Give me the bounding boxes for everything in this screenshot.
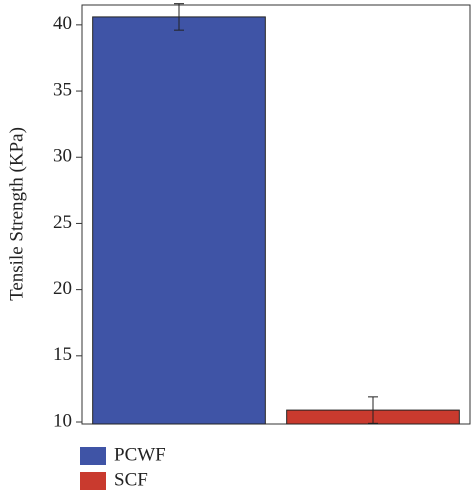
legend-label: PCWF (114, 444, 166, 465)
y-tick-label: 35 (53, 79, 72, 100)
bar (92, 16, 266, 425)
y-tick-label: 20 (53, 278, 72, 299)
y-tick-label: 40 (53, 13, 72, 34)
y-tick-label: 30 (53, 146, 72, 167)
y-tick-label: 10 (53, 410, 72, 431)
plot-frame (81, 4, 471, 425)
legend-swatch (80, 447, 106, 465)
legend-label: SCF (114, 469, 148, 490)
y-axis-title: Tensile Strength (KPa) (6, 127, 27, 301)
legend-swatch (80, 472, 106, 490)
y-tick-label: 25 (53, 212, 72, 233)
y-tick-label: 15 (53, 344, 72, 365)
